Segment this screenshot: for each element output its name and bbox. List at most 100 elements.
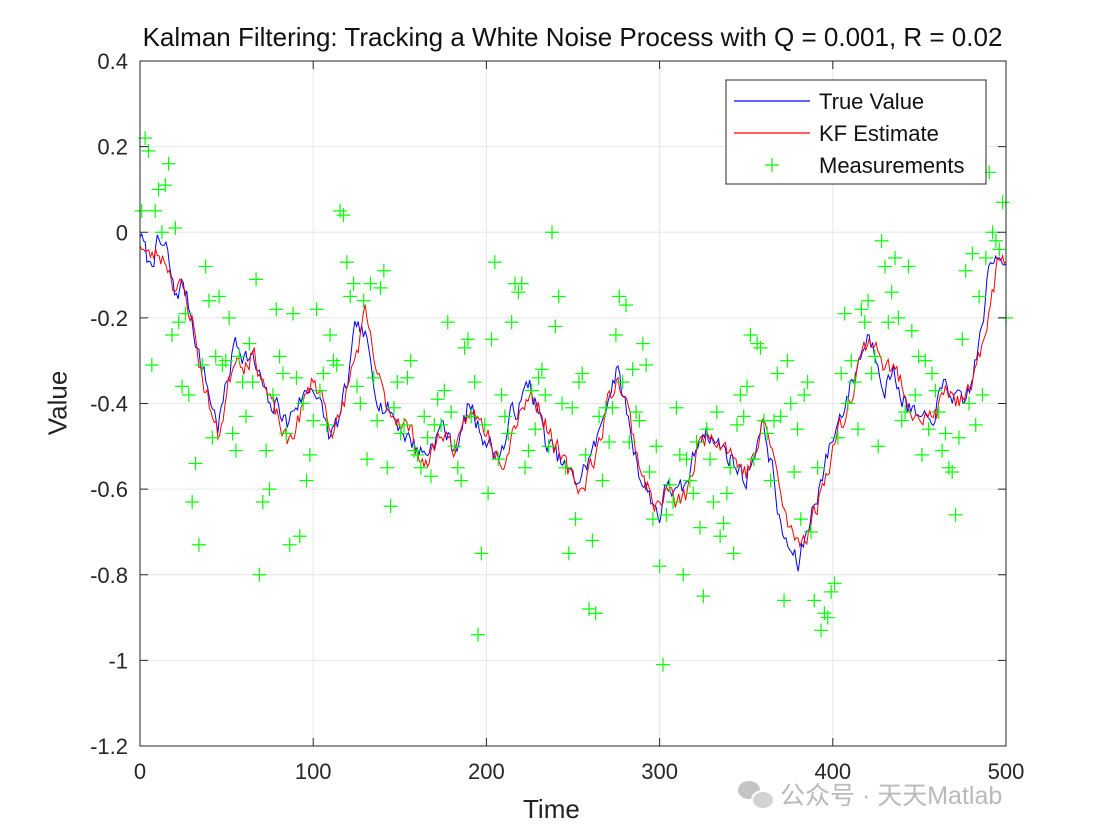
measurement-marker [797,387,812,402]
measurement-marker [585,533,600,548]
measurement-marker [242,336,257,351]
measurement-marker [780,353,795,368]
measurement-marker [188,456,203,471]
measurement-marker [336,208,351,223]
measurement-marker [565,400,580,415]
measurement-marker [891,310,906,325]
measurement-marker [608,328,623,342]
measurement-marker [605,400,620,415]
measurement-marker [487,255,502,270]
measurement-marker [699,422,714,437]
measurement-marker [592,409,607,424]
measurement-marker [417,409,432,424]
x-axis-label: Time [523,794,580,824]
measurement-marker [353,396,368,411]
measurement-marker [803,524,818,539]
data-layer [134,131,1013,672]
measurement-marker [154,225,169,240]
measurement-marker [716,516,731,531]
measurement-marker [497,409,512,424]
measurement-marker [703,452,718,467]
measurement-marker [218,353,233,368]
measurement-marker [208,349,223,364]
measurement-marker [555,396,570,411]
measurement-marker [171,315,186,330]
measurement-marker [444,405,459,420]
measurement-marker [346,276,361,291]
measurement-marker [814,623,829,638]
measurement-marker [639,357,654,372]
measurement-marker [545,225,560,240]
measurement-marker [201,293,216,308]
measurement-marker [386,400,401,415]
x-tick-label: 100 [295,759,332,784]
measurement-marker [299,473,314,488]
measurement-marker [538,387,553,402]
measurement-marker [175,379,190,394]
measurement-marker [430,392,445,407]
wechat-icon [738,779,775,810]
measurement-marker [945,465,960,479]
measurement-marker [534,362,549,377]
measurement-marker [618,298,633,313]
y-tick-label: 0.2 [97,135,128,160]
measurement-marker [518,460,533,475]
measurement-marker [514,276,529,291]
measurement-marker [958,263,973,278]
measurement-marker [255,494,270,509]
measurement-marker [733,387,748,402]
measurement-marker [434,417,449,432]
measurement-marker [363,276,378,291]
measurement-marker [622,435,637,450]
measurement-marker [837,306,852,321]
measurement-marker [706,494,721,509]
measurement-marker [824,584,839,599]
measurement-marker [807,593,822,608]
measurement-marker [259,443,274,458]
measurement-marker [595,473,610,488]
measurement-marker [689,435,704,450]
measurement-marker [134,203,149,218]
measurement-marker [925,366,940,381]
measurement-marker [729,417,744,432]
measurement-marker [249,272,264,287]
measurement-marker [195,357,210,372]
measurement-marker [662,477,677,492]
measurement-marker [847,375,862,390]
measurement-marker [164,328,179,342]
measurement-marker [531,370,546,385]
measurement-marker [148,203,163,218]
measurement-marker [228,443,243,458]
measurement-marker [454,473,469,488]
measurement-marker [339,255,354,270]
measurement-marker [373,280,388,295]
measurement-marker [908,387,923,402]
measurement-marker [830,430,845,445]
measurement-marker [467,375,482,390]
legend-label-measurements: Measurements [819,153,965,178]
measurement-marker [504,315,519,330]
legend-swatch-measurements [765,158,779,172]
measurement-marker [783,396,798,411]
measurement-marker [763,473,778,488]
measurement-marker [649,439,664,454]
measurement-marker [884,285,899,300]
measurement-marker [901,259,916,274]
measurement-marker [316,366,331,381]
measurement-marker [773,409,788,424]
measurement-marker [743,328,758,342]
measurement-marker [198,259,213,274]
measurement-marker [985,225,1000,240]
measurement-marker [178,306,193,321]
measurement-marker [888,250,903,265]
measurement-marker [403,353,418,368]
y-tick-label: -0.6 [90,477,128,502]
measurement-marker [881,315,896,330]
measurement-marker [309,302,324,317]
measurement-marker [696,589,711,604]
measurement-marker [279,426,294,441]
measurement-marker [205,430,220,445]
measurement-marker [413,460,428,475]
measurement-marker [652,559,667,574]
measurement-marker [501,426,516,441]
